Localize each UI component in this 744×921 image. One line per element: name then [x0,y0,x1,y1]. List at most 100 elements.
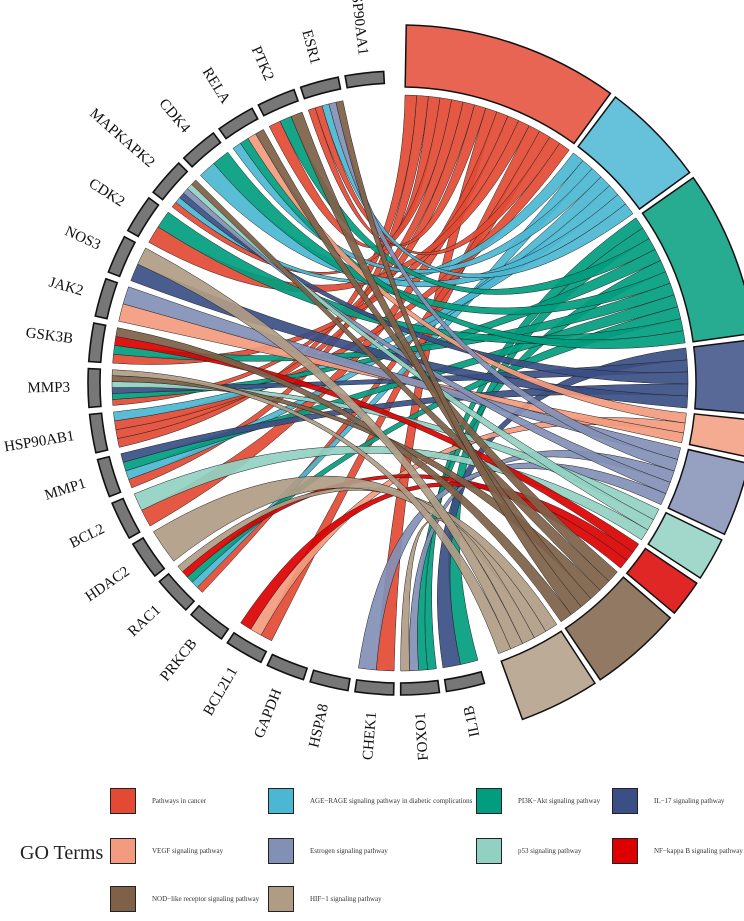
legend-label: Estrogen signaling pathway [310,847,388,855]
pathway-block [577,96,691,211]
legend-item: IL−17 signaling pathway [612,788,724,814]
gene-label: BCL2L1 [201,664,242,718]
ribbon [314,105,561,256]
ribbon [114,336,640,553]
gene-block [257,88,300,117]
gene-label: MAPKAPK2 [86,106,157,171]
gene-block [87,322,107,364]
legend-item: PI3K−Akt signaling pathway [476,788,600,814]
gene-block [217,107,259,140]
gene-label: PRKCB [157,636,200,684]
legend-title: GO Terms [20,842,104,864]
gene-block [189,604,230,640]
ribbon [133,445,649,541]
legend-item: HIF−1 signaling pathway [268,886,382,912]
ribbon [307,104,487,247]
gene-label: IL1B [461,704,483,738]
gene-label: PTK2 [248,44,277,83]
legend-swatch [268,886,294,912]
legend-swatch [110,788,136,814]
legend-label: PI3K−Akt signaling pathway [518,797,601,805]
gene-block [309,669,351,692]
ribbon [255,129,618,582]
ribbon [187,183,654,531]
ribbon [335,100,582,615]
legend: GO Terms Pathways in cancer AGE−RAGE sig… [0,770,744,921]
gene-block [96,455,122,498]
legend-item: Estrogen signaling pathway [268,838,388,864]
gene-block [107,235,137,278]
legend-label: IL−17 signaling pathway [654,797,725,805]
pathway-block [647,511,723,580]
legend-swatch [612,838,638,864]
gene-label: MMP3 [27,380,70,397]
pathway-block [692,340,744,414]
legend-label: AGE−RAGE signaling pathway in diabetic c… [310,797,473,805]
gene-block [111,497,141,540]
legend-label: NF−kappa B signaling pathway [654,847,743,855]
gene-label: CHEK1 [360,711,380,760]
gene-block [399,679,441,696]
legend-label: p53 signaling pathway [518,847,582,855]
gene-block [266,653,309,681]
ribbon [213,151,671,315]
ribbons [111,94,689,672]
pathway-block [688,413,744,457]
legend-label: Pathways in cancer [152,797,207,805]
pathway-block [625,547,698,615]
legend-label: HIF−1 signaling pathway [310,895,382,903]
gene-block [344,70,386,89]
gene-block [158,572,196,612]
gene-block [126,196,160,238]
pathway-block [404,24,612,145]
legend-item: NF−kappa B signaling pathway [612,838,743,864]
ribbon [183,188,671,495]
ribbon [279,116,656,295]
ribbon [115,327,572,623]
gene-block [94,277,119,320]
gene-label: GSK3B [25,325,74,347]
gene-label: CDK4 [156,96,194,137]
legend-item: Pathways in cancer [110,788,206,814]
gene-block [151,161,189,201]
gene-label: BCL2 [67,521,107,552]
ribbon [328,101,678,472]
gene-block [299,76,342,100]
legend-swatch [110,886,136,912]
ribbon [191,179,610,591]
legend-item: NOD−like receptor signaling pathway [110,886,259,912]
gene-label: GAPDH [251,687,285,741]
gene-label: RAC1 [125,602,164,640]
gene-label: HSPA8 [306,702,332,749]
gene-label: HDAC2 [83,564,133,606]
ribbon [114,142,570,431]
gene-block [354,678,395,696]
gene-label: ESR1 [298,28,323,66]
gene-label: FOXO1 [413,712,432,760]
legend-label: VEGF signaling pathway [152,847,224,855]
gene-label: JAK2 [47,274,85,299]
ribbon [111,369,512,654]
gene-label: RELA [199,65,233,107]
legend-swatch [110,838,136,864]
gene-label: NOS3 [62,223,103,253]
gene-label: HSP90AB1 [3,428,76,455]
ribbon [148,120,530,293]
pathway-block [500,630,597,721]
pathway-block [641,176,744,343]
gene-label: MMP1 [43,476,88,504]
gene-block [182,131,222,168]
legend-item: p53 signaling pathway [476,838,581,864]
gene-block [443,670,486,693]
gene-block [87,367,102,409]
legend-item: VEGF signaling pathway [110,838,223,864]
legend-swatch [476,788,502,814]
legend-swatch [476,838,502,864]
legend-label: NOD−like receptor signaling pathway [152,895,260,903]
legend-swatch [612,788,638,814]
gene-block [88,412,109,454]
legend-swatch [268,788,294,814]
ribbon [321,103,634,279]
ribbon [247,133,687,424]
